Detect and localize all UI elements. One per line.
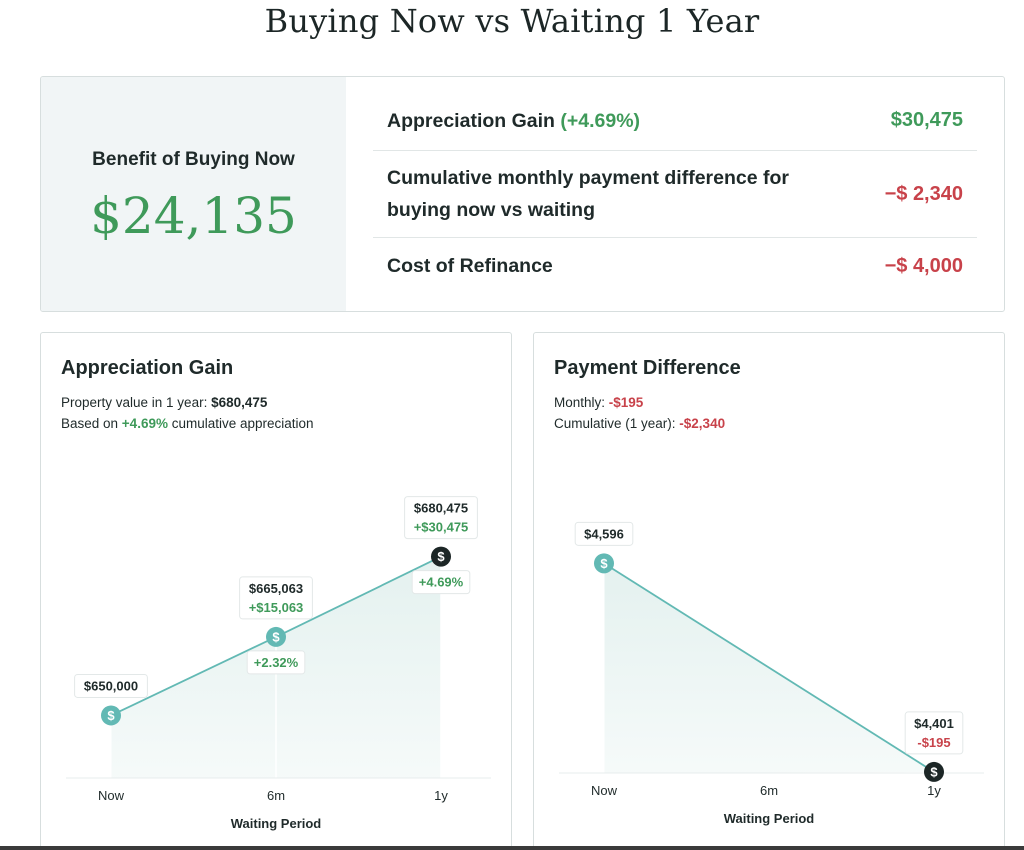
x-axis: Now 6m 1y Waiting Period [98, 788, 448, 831]
x-tick-label: 1y [927, 783, 941, 798]
value-label-box [904, 711, 964, 755]
data-point: $ $650,000 [74, 673, 148, 726]
value-label-text: $665,063 [249, 581, 303, 596]
x-tick-label: 6m [267, 788, 285, 803]
dollar-icon-glyph: $ [107, 708, 115, 723]
breakdown-row-refinance: Cost of Refinance −$ 4,000 [373, 238, 977, 294]
benefit-label: Benefit of Buying Now [92, 149, 295, 170]
dollar-icon [431, 546, 451, 567]
x-axis: Now 6m 1y Waiting Period [591, 783, 941, 826]
series-line [603, 562, 935, 773]
breakdown-list: Appreciation Gain (+4.69%) $30,475 Cumul… [373, 91, 977, 294]
benefit-panel: Benefit of Buying Now $24,135 [41, 77, 346, 311]
dollar-icon-glyph: $ [272, 629, 280, 644]
benefit-value: $24,135 [90, 187, 297, 245]
x-tick-label: Now [98, 788, 125, 803]
row-label: Cumulative monthly payment difference fo… [387, 167, 789, 221]
dollar-icon-glyph: $ [437, 549, 445, 564]
x-tick-label: 6m [760, 783, 778, 798]
appreciation-card: Appreciation Gain Property value in 1 ye… [40, 332, 512, 850]
data-point: $ $4,401 -$195 [904, 711, 964, 782]
value-label-text: $650,000 [84, 678, 138, 693]
row-value: −$ 4,000 [884, 254, 963, 277]
value-label-text: $4,401 [914, 716, 954, 731]
monthly-value: -$195 [608, 395, 644, 410]
cumulative-line: Cumulative (1 year): -$2,340 [554, 416, 725, 431]
monthly-line: Monthly: -$195 [554, 395, 643, 410]
summary-card: Benefit of Buying Now $24,135 Appreciati… [40, 76, 1005, 312]
pct-label-box [411, 570, 471, 595]
row-label-text: Appreciation Gain [387, 109, 555, 132]
x-axis-title: Waiting Period [724, 811, 815, 826]
property-value-prefix: Property value in 1 year: [61, 395, 212, 410]
basis-suffix: cumulative appreciation [167, 416, 314, 431]
value-label-box [574, 521, 634, 546]
property-value-line: Property value in 1 year: $680,475 [61, 395, 267, 410]
payment-chart: $ $4,596 $ $4,401 -$195 Now 6m 1y Waiting Period [559, 521, 984, 826]
pct-label-text: +2.32% [254, 655, 299, 670]
value-label-box [404, 496, 478, 540]
x-tick-label: Now [591, 783, 618, 798]
dollar-icon-glyph: $ [600, 556, 608, 571]
dollar-icon-glyph: $ [930, 764, 938, 779]
data-point: $ $665,063 +$15,063 +2.32% [239, 576, 313, 675]
value-label-text: +$15,063 [249, 600, 304, 615]
monthly-prefix: Monthly: [554, 395, 609, 410]
page-title: Buying Now vs Waiting 1 Year [264, 2, 760, 40]
row-label: Appreciation Gain (+4.69%) [387, 105, 640, 137]
cumulative-value: -$2,340 [679, 416, 726, 431]
basis-prefix: Based on [61, 416, 122, 431]
property-value-amount: $680,475 [211, 395, 268, 410]
value-label-box [74, 673, 148, 698]
payment-card: Payment Difference Monthly: -$195 Cumula… [533, 332, 1005, 850]
card-title: Appreciation Gain [61, 357, 234, 379]
data-point: $ $680,475 +$30,475 +4.69% [404, 496, 478, 595]
value-label-box [239, 576, 313, 620]
row-label: Cost of Refinance [387, 255, 553, 277]
basis-pct: +4.69% [121, 416, 168, 431]
value-label-text: $680,475 [414, 501, 468, 516]
cumulative-prefix: Cumulative (1 year): [554, 416, 680, 431]
appreciation-chart: $ $650,000 $ $665,063 +$15,063 +2.32% $ $680,47… [66, 496, 491, 831]
value-label-text: $4,596 [584, 526, 624, 541]
card-title: Payment Difference [554, 357, 741, 379]
pct-label-box [246, 650, 306, 675]
breakdown-row-appreciation: Appreciation Gain (+4.69%) $30,475 [373, 91, 977, 151]
breakdown-row-payment-difference: Cumulative monthly payment difference fo… [373, 151, 977, 238]
data-point: $ $4,596 [574, 521, 634, 574]
dollar-icon [594, 553, 614, 574]
value-label-text: -$195 [917, 735, 950, 750]
value-label-text: +$30,475 [414, 520, 469, 535]
row-value: −$ 2,340 [884, 182, 963, 205]
dollar-icon [101, 705, 121, 726]
dollar-icon [924, 761, 944, 782]
bottom-strip [0, 846, 1024, 850]
dollar-icon [266, 626, 286, 647]
pct-label-text: +4.69% [419, 575, 464, 590]
x-axis-title: Waiting Period [231, 816, 322, 831]
x-tick-label: 1y [434, 788, 448, 803]
row-label-pct: (+4.69%) [560, 109, 641, 132]
row-value: $30,475 [890, 109, 963, 131]
appreciation-basis-line: Based on +4.69% cumulative appreciation [61, 416, 314, 431]
